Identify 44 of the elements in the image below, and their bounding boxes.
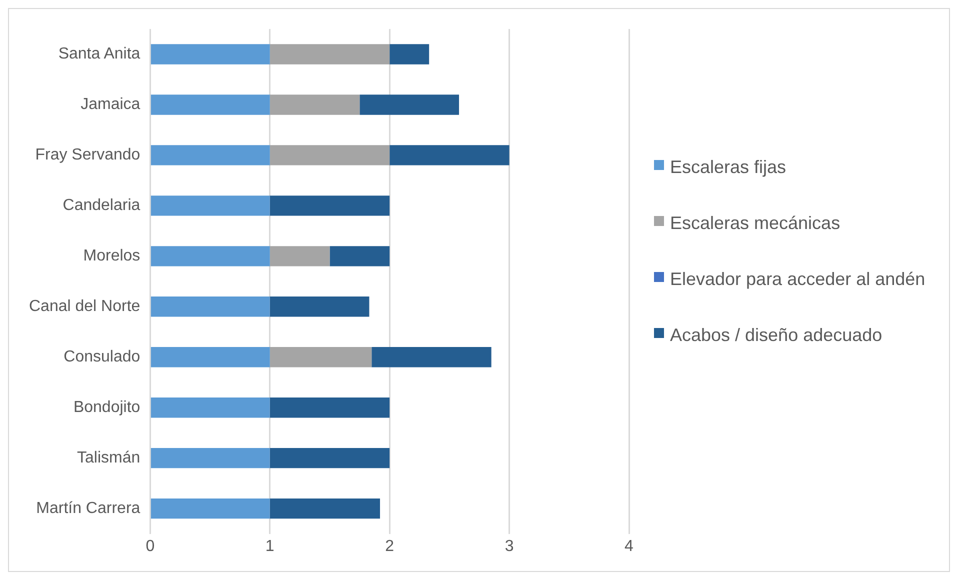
bar — [150, 398, 270, 418]
y-tick-label: Candelaria — [62, 197, 140, 214]
y-tick-label: Bondojito — [73, 399, 140, 416]
bar — [270, 44, 390, 64]
x-tick-label: 4 — [624, 538, 634, 555]
bar — [150, 448, 270, 468]
bar — [150, 246, 270, 266]
legend-label: Escaleras fijas — [670, 156, 788, 179]
bar — [372, 347, 492, 368]
x-tick-label: 2 — [385, 538, 394, 555]
y-tick-label: Martín Carrera — [36, 500, 140, 517]
bar — [270, 448, 390, 468]
y-tick-label: Canal del Norte — [29, 298, 140, 316]
x-tick-label: 1 — [265, 538, 274, 555]
bar — [150, 196, 270, 216]
bar — [150, 296, 270, 317]
bar — [270, 498, 380, 519]
bar — [390, 145, 510, 166]
y-tick-label: Morelos — [83, 248, 140, 265]
y-tick-label: Consulado — [64, 348, 140, 366]
bar — [330, 246, 390, 266]
bar — [150, 44, 270, 64]
bar — [390, 44, 430, 64]
legend-label: Elevador para acceder al andén — [670, 268, 926, 291]
y-tick-label: Talismán — [77, 449, 140, 466]
bar — [150, 347, 270, 368]
bar — [270, 296, 370, 317]
bar — [270, 347, 372, 368]
x-tick-label: 3 — [504, 538, 514, 555]
bar — [270, 145, 390, 166]
bar — [270, 196, 390, 216]
y-tick-label: Jamaica — [80, 96, 140, 114]
x-tick-label: 0 — [146, 538, 155, 555]
y-tick-label: Fray Servando — [35, 146, 140, 164]
legend-label: Escaleras mecánicas — [670, 212, 842, 235]
bar — [150, 94, 270, 115]
bar — [150, 145, 270, 166]
bar — [150, 498, 270, 519]
legend-label: Acabos / diseño adecuado — [670, 324, 884, 347]
bar — [270, 94, 360, 115]
y-tick-label: Santa Anita — [58, 46, 140, 63]
bar — [360, 94, 460, 115]
bar — [270, 398, 390, 418]
bar — [270, 246, 330, 266]
